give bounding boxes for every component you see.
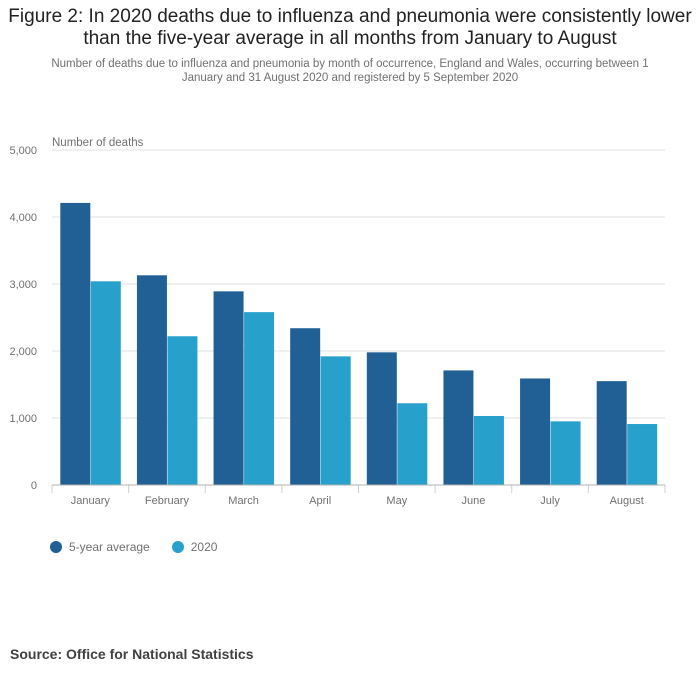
legend-marker-series-2 [171, 541, 184, 553]
bar-2020-february [167, 336, 198, 485]
source-note: Source: Office for National Statistics [10, 646, 254, 662]
legend-item-series-2[interactable]: 2020 [171, 540, 218, 554]
legend-marker-series-1 [50, 541, 62, 553]
bar-2020-august [627, 424, 658, 485]
x-tick-label: May [386, 495, 407, 507]
y-axis-title: Number of deaths [52, 137, 144, 149]
y-tick-label: 2,000 [9, 346, 37, 358]
x-tick-label: April [309, 495, 331, 507]
bar-chart: 0 1,000 2,000 3,000 4,000 5,000 Number of deat… [9, 137, 666, 507]
legend: 5-year average 2020 [50, 540, 217, 554]
chart-subtitle: Number of deaths due to influenza and pn… [51, 58, 649, 84]
x-tick-label: February [145, 495, 190, 507]
bar-five-year-average-january [60, 202, 91, 485]
legend-label-series-2: 2020 [190, 540, 218, 554]
y-tick-label: 0 [31, 480, 37, 492]
legend-item-series-1[interactable]: 5-year average [50, 540, 150, 554]
y-tick-label: 4,000 [9, 212, 37, 224]
bar-five-year-average-february [136, 275, 167, 485]
bar-five-year-average-august [596, 381, 627, 485]
x-tick-label: August [610, 495, 644, 507]
bar-2020-april [320, 356, 351, 485]
bar-five-year-average-april [290, 328, 321, 485]
bar-2020-june [473, 415, 504, 485]
x-tick-label: January [71, 495, 111, 507]
y-tick-label: 5,000 [9, 145, 37, 157]
bar-five-year-average-june [443, 370, 474, 485]
x-tick-label: June [462, 495, 486, 507]
x-tick-label: July [540, 495, 560, 507]
x-tick-label: March [228, 495, 259, 507]
bar-five-year-average-march [213, 291, 244, 485]
bar-five-year-average-may [366, 352, 397, 485]
bar-2020-march [244, 312, 275, 485]
chart-title: Figure 2: In 2020 deaths due to influenz… [8, 6, 692, 49]
legend-label-series-1: 5-year average [69, 540, 150, 554]
bar-2020-may [397, 403, 428, 485]
bar-five-year-average-july [520, 378, 551, 485]
y-tick-label: 3,000 [9, 279, 37, 291]
y-tick-label: 1,000 [9, 413, 37, 425]
bar-2020-january [90, 281, 121, 485]
bar-2020-july [550, 421, 581, 485]
